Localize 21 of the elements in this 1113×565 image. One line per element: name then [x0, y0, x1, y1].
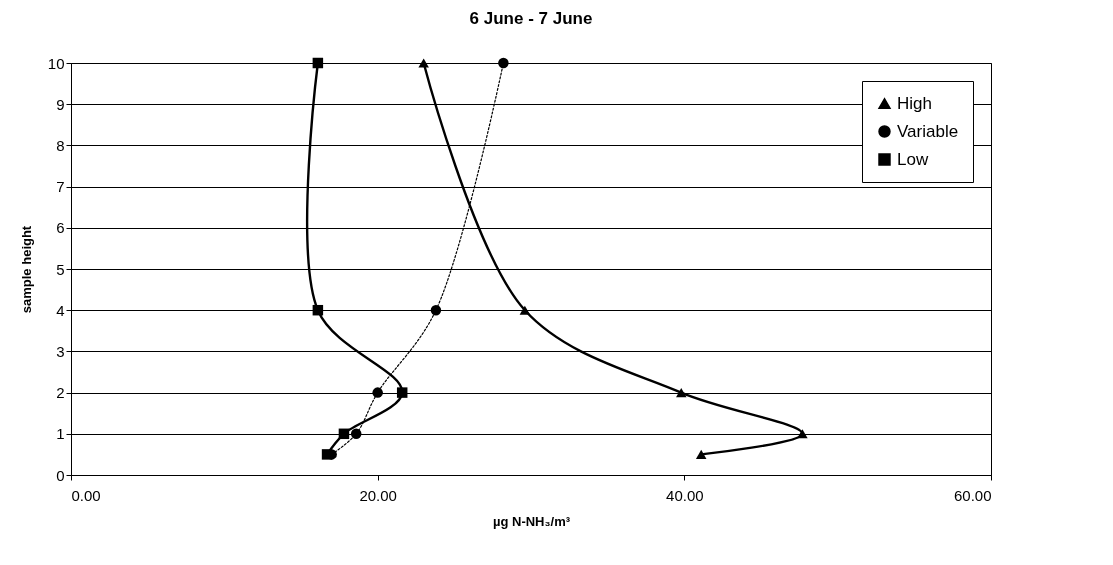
x-tick-label: 20.00: [359, 486, 397, 504]
y-tick-label: 9: [56, 95, 65, 113]
legend-label: Low: [897, 149, 929, 169]
chart-title: 6 June - 7 June: [469, 9, 593, 28]
y-tick-label: 6: [56, 219, 65, 237]
x-tick-label: 40.00: [666, 486, 704, 504]
y-tick-label: 7: [56, 178, 65, 196]
y-tick-label: 8: [56, 136, 65, 154]
legend-label: Variable: [897, 121, 959, 141]
y-axis-title: sample height: [18, 225, 34, 314]
x-axis-title: µg N-NH₃/m³: [492, 513, 571, 529]
y-tick-label: 10: [47, 54, 65, 72]
x-tick-label: 60.00: [953, 486, 992, 504]
y-tick-label: 4: [56, 301, 65, 319]
y-tick-label: 2: [56, 384, 65, 402]
x-tick-label: 0.00: [71, 486, 101, 504]
y-tick-label: 3: [56, 342, 65, 360]
legend-label: High: [897, 93, 932, 113]
y-tick-label: 0: [56, 466, 65, 484]
y-tick-label: 5: [56, 260, 65, 278]
y-tick-label: 1: [56, 425, 65, 443]
